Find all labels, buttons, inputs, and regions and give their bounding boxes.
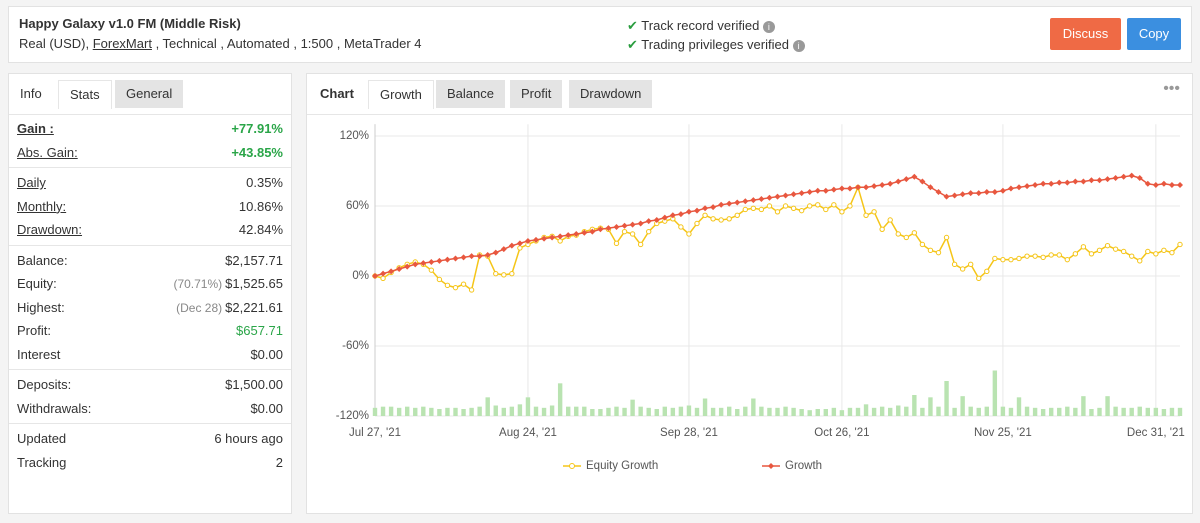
stats-row: Updated 6 hours ago bbox=[9, 427, 291, 451]
stats-note: (Dec 28) bbox=[176, 300, 223, 315]
stats-row: Withdrawals: $0.00 bbox=[9, 397, 291, 421]
stats-label: Updated bbox=[17, 431, 67, 446]
tab[interactable]: Profit bbox=[510, 80, 563, 108]
stats-group: Daily 0.35% Monthly: 10.86% Drawdown: 42.84% bbox=[9, 168, 291, 246]
tab[interactable]: Info bbox=[20, 86, 42, 101]
stats-group: Updated 6 hours ago Tracking 2 bbox=[9, 424, 291, 477]
stats-value: $0.00 bbox=[250, 346, 283, 362]
verified-text: Track record verified bbox=[641, 18, 760, 33]
stats-value: 42.84% bbox=[238, 222, 283, 237]
stats-value: 2 bbox=[275, 454, 283, 470]
header: Happy Galaxy v1.0 FM (Middle Risk) Real … bbox=[8, 6, 1192, 63]
stats-row: Tracking 2 bbox=[9, 451, 291, 475]
stats-row: Profit: $657.71 bbox=[9, 319, 291, 343]
stats-value: $2,221.61 bbox=[225, 299, 283, 315]
copy-button[interactable]: Copy bbox=[1127, 18, 1181, 50]
stats-label: Profit: bbox=[17, 323, 51, 338]
stats-label: Daily bbox=[17, 175, 46, 190]
tab-active[interactable]: Growth bbox=[368, 80, 434, 109]
subtitle-end: , Technical , Automated , 1:500 , MetaTr… bbox=[155, 36, 422, 51]
stats-group: Balance: $2,157.71 Equity: (70.71%) $1,525.6… bbox=[9, 246, 291, 370]
stats-row: Monthly: 10.86% bbox=[9, 195, 291, 219]
stats-value: +77.91% bbox=[231, 121, 283, 136]
stats-list: Gain : +77.91% Abs. Gain: +43.85% Daily 0.35%… bbox=[9, 114, 291, 477]
stats-label: Tracking bbox=[17, 454, 67, 470]
stats-value: 0.35% bbox=[246, 175, 283, 190]
stats-row: Equity: (70.71%) $1,525.65 bbox=[9, 272, 291, 296]
tab-active[interactable]: Stats bbox=[58, 80, 112, 109]
tab[interactable]: Balance bbox=[436, 80, 505, 108]
stats-label: Withdrawals: bbox=[17, 400, 92, 416]
stats-label: Deposits: bbox=[17, 377, 72, 392]
subtitle-start: Real (USD), bbox=[19, 36, 90, 51]
verified-item: ✔ Track record verified i bbox=[627, 16, 805, 35]
stats-value: 10.86% bbox=[238, 198, 283, 214]
verified-item: ✔ Trading privileges verified i bbox=[627, 35, 805, 54]
title: Happy Galaxy v1.0 FM (Middle Risk) bbox=[19, 16, 241, 31]
tab[interactable]: Chart bbox=[320, 86, 354, 101]
stats-note: (70.71%) bbox=[173, 277, 223, 291]
stats-row: Balance: $2,157.71 bbox=[9, 249, 291, 273]
stats-label: Highest: bbox=[17, 299, 65, 315]
stats-value: $2,157.71 bbox=[225, 252, 283, 268]
verified: ✔ Track record verified i ✔ Trading priv… bbox=[627, 16, 805, 54]
stats-row: Drawdown: 42.84% bbox=[9, 218, 291, 242]
stats-row: Daily 0.35% bbox=[9, 171, 291, 195]
tab[interactable]: General bbox=[115, 80, 184, 108]
stats-label: Equity: bbox=[17, 276, 57, 291]
stats-value: $657.71 bbox=[236, 323, 283, 338]
verified-text: Trading privileges verified bbox=[641, 37, 789, 52]
stats-value: 6 hours ago bbox=[214, 431, 283, 446]
stats-value: $0.00 bbox=[250, 400, 283, 416]
stats-label: Monthly: bbox=[17, 198, 67, 214]
stats-label: Interest bbox=[17, 346, 61, 362]
stats-label: Abs. Gain: bbox=[17, 144, 78, 160]
stats-group: Gain : +77.91% Abs. Gain: +43.85% bbox=[9, 114, 291, 168]
broker-link[interactable]: ForexMart bbox=[92, 36, 152, 51]
stats-label: Drawdown: bbox=[17, 222, 83, 237]
menu-icon[interactable]: ••• bbox=[1163, 80, 1180, 97]
stats-label: Balance: bbox=[17, 252, 68, 268]
chart-panel: Chart Growth Balance Profit Drawdown ••• bbox=[306, 73, 1193, 514]
tab-bar bbox=[307, 74, 1192, 115]
stats-panel: Info Stats General Gain : +77.91% Abs. Gai… bbox=[8, 73, 292, 514]
stats-group: Deposits: $1,500.00 Withdrawals: $0.00 bbox=[9, 370, 291, 424]
stats-value: +43.85% bbox=[231, 144, 283, 160]
tab-bar bbox=[9, 74, 291, 115]
subtitle: Real (USD), ForexMart , Technical , Auto… bbox=[19, 36, 422, 51]
stats-value: $1,500.00 bbox=[225, 377, 283, 392]
stats-row: Gain : +77.91% bbox=[9, 117, 291, 141]
stats-row: Interest $0.00 bbox=[9, 343, 291, 367]
tab[interactable]: Drawdown bbox=[569, 80, 653, 108]
stats-label: Gain : bbox=[17, 121, 54, 136]
discuss-button[interactable]: Discuss bbox=[1050, 18, 1121, 50]
stats-value: $1,525.65 bbox=[225, 276, 283, 291]
stats-row: Deposits: $1,500.00 bbox=[9, 373, 291, 397]
stats-row: Abs. Gain: +43.85% bbox=[9, 141, 291, 165]
stats-row: Highest: (Dec 28) $2,221.61 bbox=[9, 296, 291, 320]
